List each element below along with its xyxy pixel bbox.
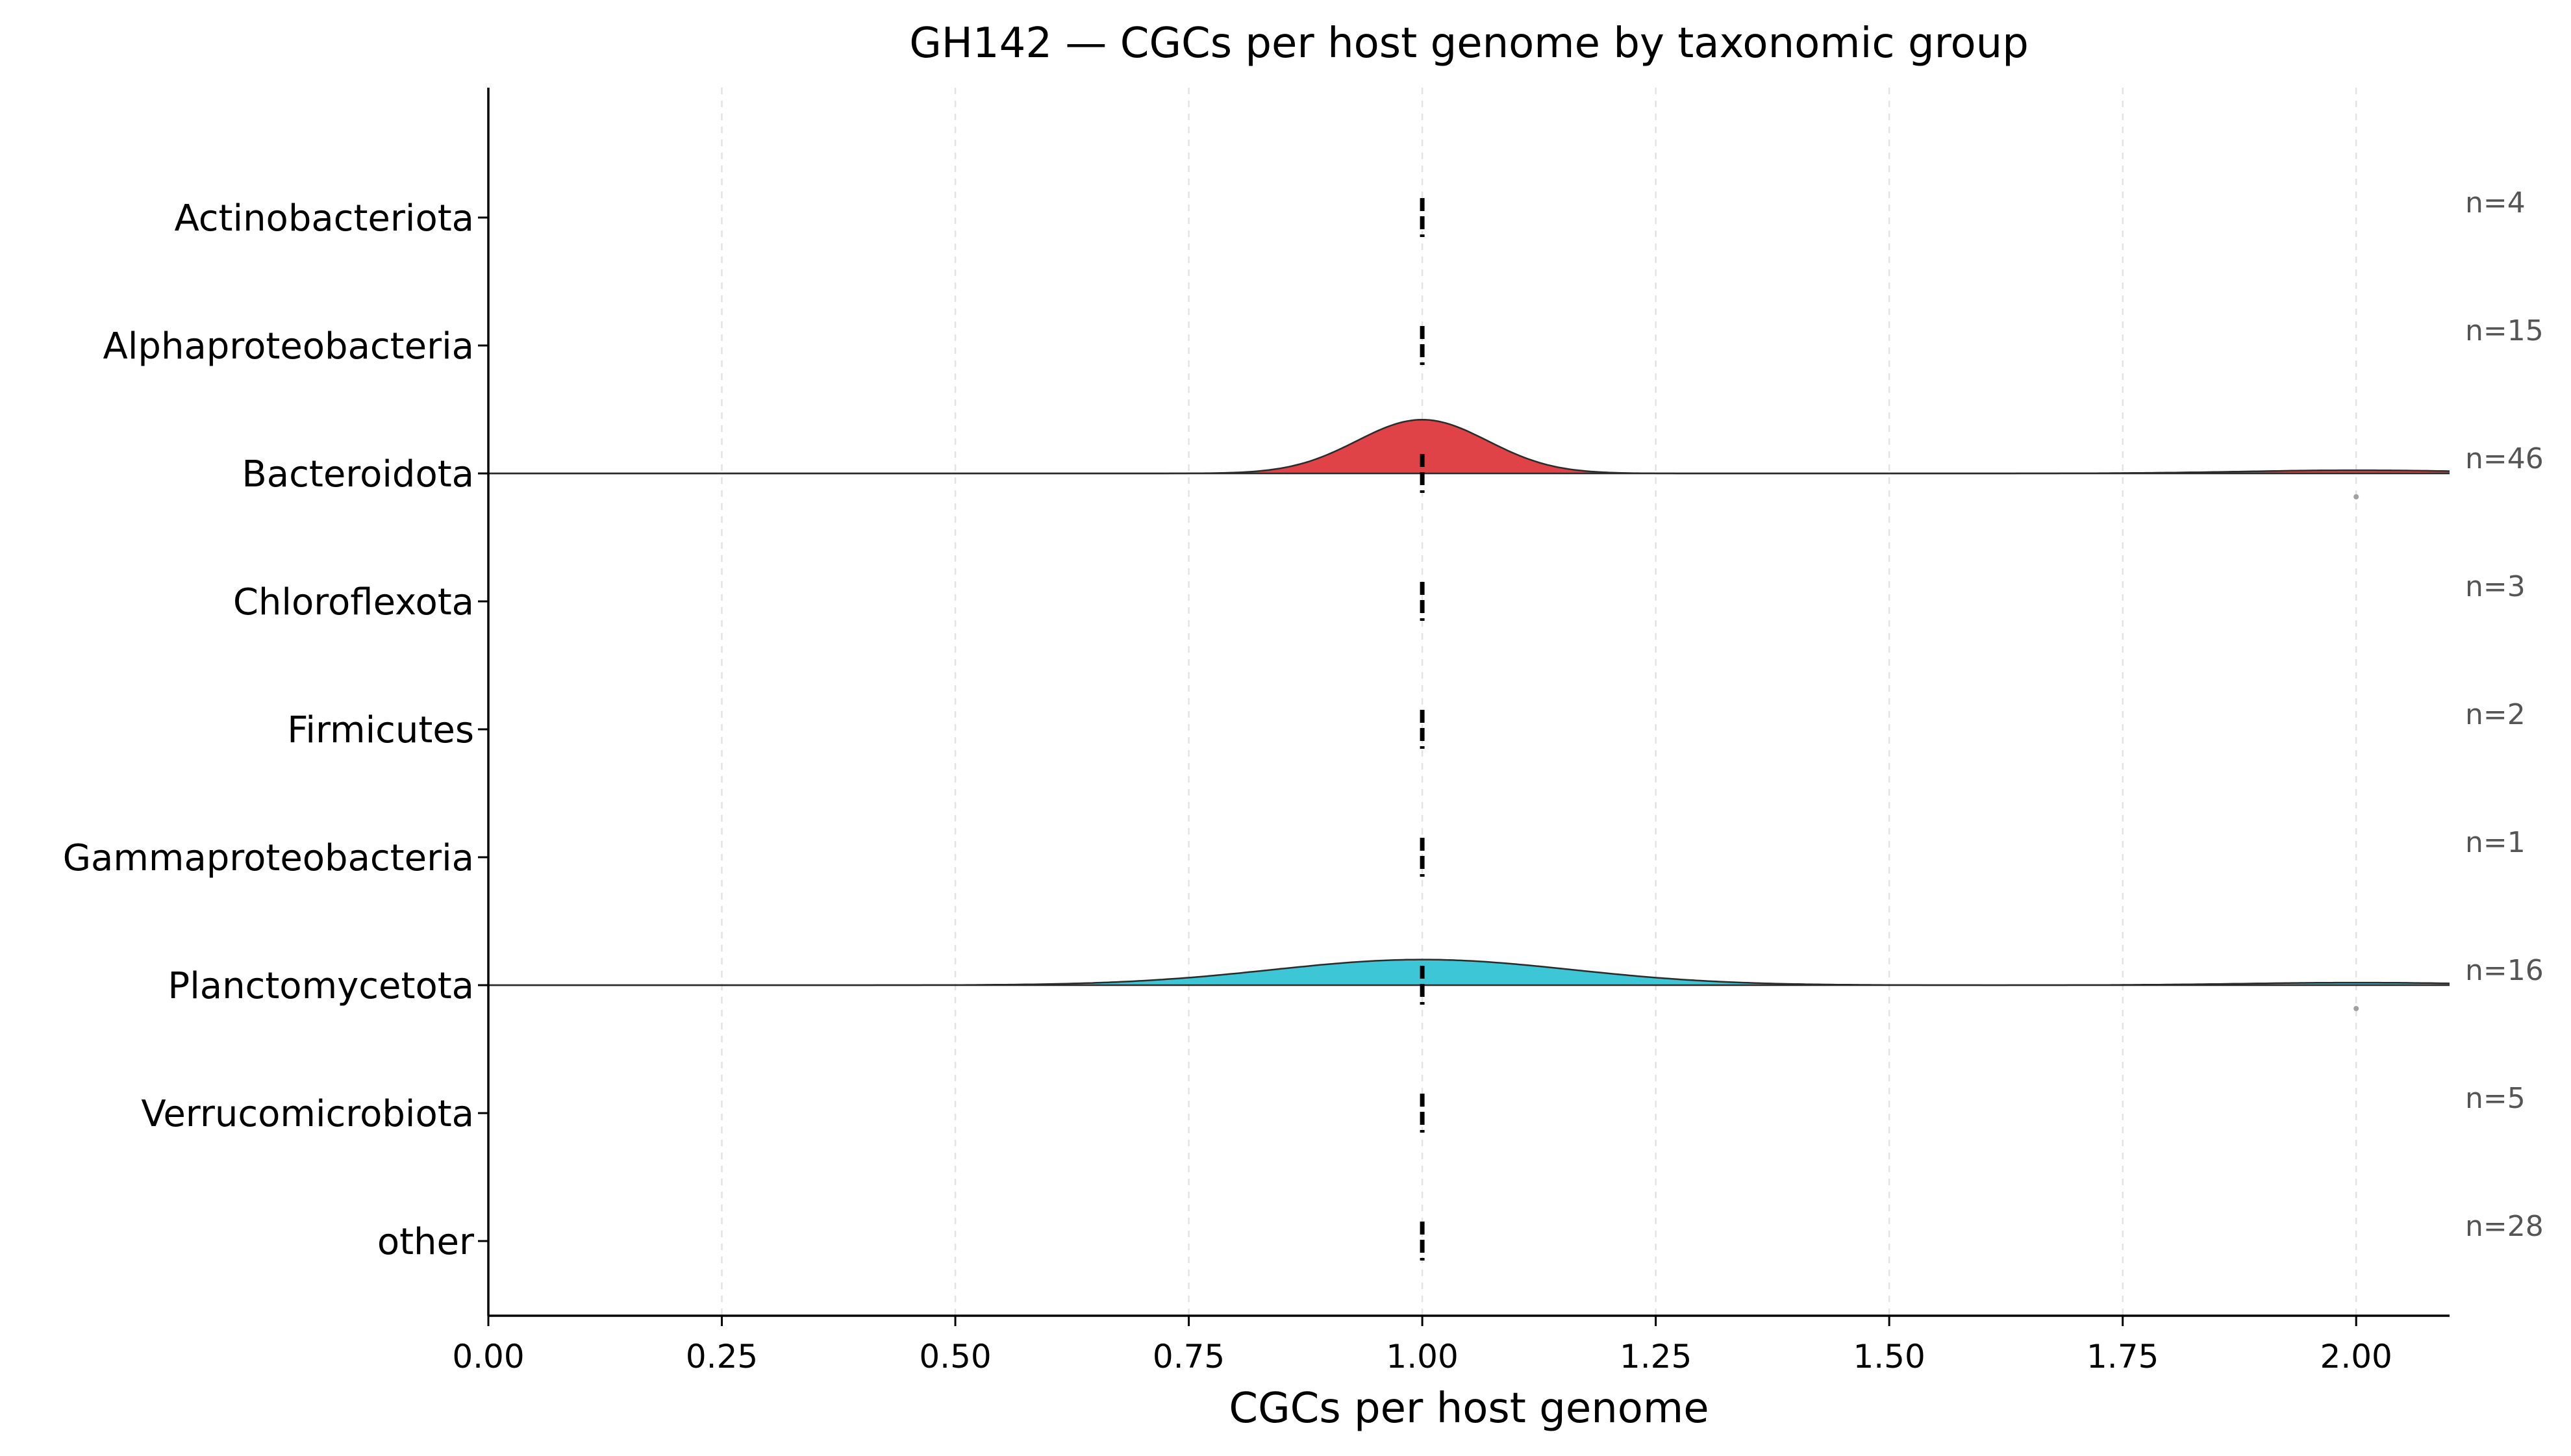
group-label: Gammaproteobacteria [63, 837, 474, 879]
density-fill [488, 420, 2450, 473]
sample-size-label: n=46 [2465, 442, 2544, 475]
x-tick-label: 1.25 [1620, 1338, 1692, 1375]
group-label: Chloroflexota [233, 581, 474, 623]
group-label: Actinobacteriota [174, 197, 474, 240]
group-label: Alphaproteobacteria [103, 325, 474, 368]
sample-size-label: n=16 [2465, 954, 2544, 987]
sample-size-label: n=4 [2465, 186, 2526, 220]
outlier-point [2353, 1006, 2359, 1011]
label-layer: Actinobacteriota n=4 Alphaproteobacteria n=… [63, 186, 2544, 1263]
chart-title: GH142 — CGCs per host genome by taxonomi… [909, 19, 2029, 68]
sample-size-label: n=5 [2465, 1082, 2526, 1115]
sample-size-label: n=28 [2465, 1210, 2544, 1243]
sample-size-label: n=3 [2465, 570, 2526, 603]
group-label: Bacteroidota [242, 453, 474, 496]
x-tick-label: 1.50 [1853, 1338, 1925, 1375]
density-layer [488, 419, 2450, 1011]
sample-size-label: n=2 [2465, 698, 2526, 731]
x-tick-label: 0.50 [919, 1338, 991, 1375]
group-label: Planctomycetota [168, 965, 474, 1007]
group-label: Firmicutes [287, 709, 474, 751]
outlier-point [2353, 494, 2359, 499]
sample-size-label: n=1 [2465, 826, 2526, 859]
x-tick-label: 1.75 [2087, 1338, 2159, 1375]
group-label: other [377, 1221, 475, 1263]
group-label: Verrucomicrobiota [141, 1093, 474, 1135]
x-tick-label: 1.00 [1386, 1338, 1458, 1375]
x-axis-label: CGCs per host genome [1229, 1385, 1709, 1433]
sample-size-label: n=15 [2465, 314, 2544, 347]
x-tick-label: 0.75 [1153, 1338, 1225, 1375]
x-tick-label: 0.00 [452, 1338, 524, 1375]
x-tick-label: 2.00 [2320, 1338, 2392, 1375]
axis-layer: 0.00 0.25 0.50 0.75 1.00 1.25 1.50 1.75 2.00 [452, 88, 2450, 1375]
grid-layer [721, 88, 2357, 1316]
x-tick-label: 0.25 [686, 1338, 758, 1375]
density-fill [488, 959, 2450, 985]
